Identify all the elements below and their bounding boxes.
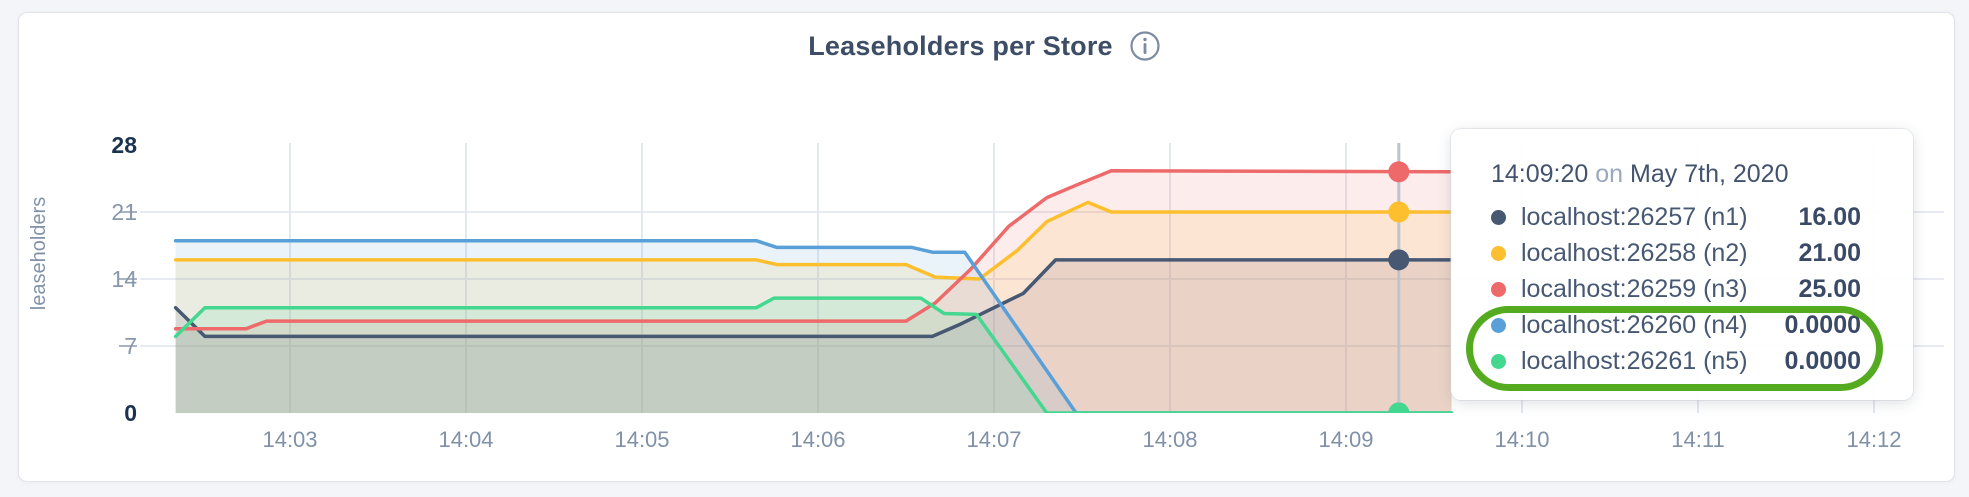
series-line: [173, 296, 1454, 413]
plot-area[interactable]: [173, 143, 1454, 424]
series-label: localhost:26259 (n3): [1521, 274, 1748, 303]
tooltip-series-row: localhost:26260 (n4) 0.0000: [1491, 307, 1861, 343]
series-color-dot: [1491, 353, 1506, 369]
y-axis-tick-label: 7: [124, 333, 137, 359]
chart-title: Leaseholders per Store: [808, 30, 1113, 61]
series-color-dot: [1491, 245, 1506, 261]
x-axis-tick-label: 14:07: [966, 427, 1021, 452]
series-value: 25.00: [1798, 274, 1861, 303]
tooltip-series-row: localhost:26261 (n5) 0.0000: [1491, 343, 1861, 379]
x-axis-tick-label: 14:06: [790, 427, 845, 452]
y-axis-tick-label: 0: [124, 400, 137, 426]
series-value: 0.0000: [1784, 310, 1861, 339]
x-axis-tick-label: 14:05: [614, 427, 669, 452]
tooltip-date: May 7th, 2020: [1630, 160, 1789, 188]
chart-header: Leaseholders per Store: [0, 30, 1969, 62]
series-area: [175, 170, 1452, 413]
series-value: 0.0000: [1784, 346, 1861, 375]
x-axis-tick-label: 14:11: [1671, 427, 1724, 452]
tooltip-series-row: localhost:26257 (n1) 16.00: [1491, 199, 1861, 235]
axis-labels: 0 7 14 21 28 14:03 14:04 14:05 14:06 14:07 14:08 14…: [111, 132, 1901, 452]
series-line: [173, 200, 1454, 281]
series-area: [175, 240, 1452, 413]
tooltip-series-row: localhost:26259 (n3) 25.00: [1491, 271, 1861, 307]
series-line: [173, 169, 1454, 331]
hover-point: [1388, 161, 1410, 183]
info-icon[interactable]: [1129, 30, 1161, 62]
hover-point: [1388, 402, 1410, 413]
series-color-dot: [1491, 209, 1506, 225]
tooltip-conjunction: on: [1595, 160, 1624, 188]
x-axis-tick-label: 14:10: [1494, 427, 1549, 452]
hover-point: [1388, 201, 1410, 223]
series-line: [173, 258, 1454, 339]
x-axis-tick-label: 14:04: [438, 427, 493, 452]
series-color-dot: [1491, 281, 1506, 297]
y-axis-tick-label: 14: [111, 266, 137, 292]
tooltip-header: 14:09:20 on May 7th, 2020: [1491, 159, 1861, 190]
series-label: localhost:26257 (n1): [1521, 202, 1748, 231]
series-area: [175, 202, 1452, 413]
y-axis-tick-label: 28: [111, 132, 137, 158]
series-value: 21.00: [1798, 238, 1861, 267]
tooltip-series-row: localhost:26258 (n2) 21.00: [1491, 235, 1861, 271]
hover-point: [1388, 249, 1410, 271]
chart-tooltip: 14:09:20 on May 7th, 2020 localhost:2625…: [1451, 129, 1913, 400]
series-label: localhost:26258 (n2): [1521, 238, 1748, 267]
series-area: [175, 298, 1452, 413]
y-axis-tick-label: 21: [111, 199, 137, 225]
series-color-dot: [1491, 317, 1506, 333]
series-line: [173, 238, 1454, 413]
x-axis-tick-label: 14:08: [1142, 427, 1197, 452]
series-value: 16.00: [1798, 202, 1861, 231]
x-axis-tick-label: 14:09: [1318, 427, 1373, 452]
series-label: localhost:26260 (n4): [1521, 310, 1748, 339]
x-axis-tick-label: 14:03: [262, 427, 317, 452]
tooltip-time: 14:09:20: [1491, 160, 1589, 188]
tooltip-rows: localhost:26257 (n1) 16.00 localhost:26258…: [1491, 199, 1861, 379]
series-label: localhost:26261 (n5): [1521, 346, 1748, 375]
x-axis-tick-label: 14:12: [1846, 427, 1901, 452]
